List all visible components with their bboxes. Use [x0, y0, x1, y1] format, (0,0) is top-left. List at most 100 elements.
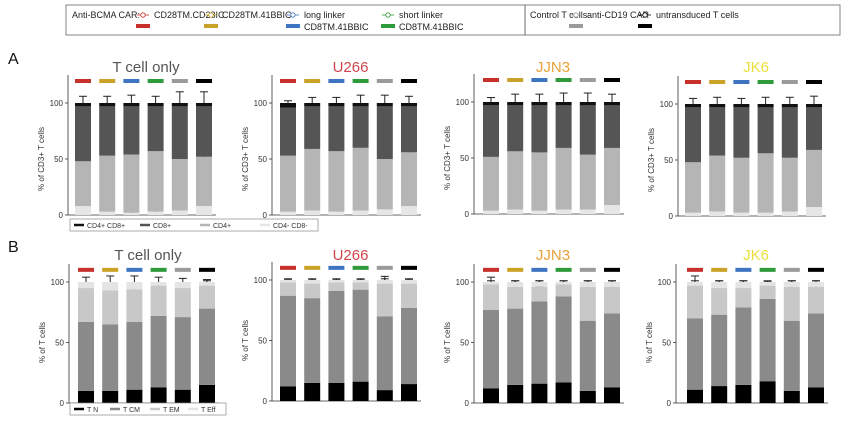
subset-legend-box: [69, 402, 227, 416]
bar-segment-cd8-: [604, 105, 620, 148]
bar-group: [196, 79, 212, 215]
y-tick-label: 50: [662, 339, 671, 348]
bar-segment-t-n: [280, 386, 296, 401]
subset-legend-box: [69, 218, 319, 232]
bar-segment-t-n: [687, 389, 703, 403]
bar-group: [531, 267, 548, 403]
bar-group: [171, 79, 188, 215]
bar-segment-cd4-cd8-: [733, 212, 750, 216]
legend-marker-circle: [573, 12, 579, 18]
bar-segment-cd8-: [171, 106, 188, 159]
group-color-marker: [328, 265, 345, 270]
bar-segment-cd8-: [123, 106, 140, 155]
bar-segment-cd4-cd8-: [507, 209, 524, 214]
group-color-marker: [531, 267, 548, 272]
bar-segment-t-eff: [102, 282, 119, 291]
bar-segment-t-cm: [507, 308, 524, 385]
bar-segment-t-em: [376, 283, 393, 317]
chart-title: JJN3: [536, 59, 570, 76]
bar-segment-t-em: [735, 288, 752, 308]
group-color-marker: [102, 267, 119, 272]
bar-group: [304, 79, 321, 215]
y-tick-label: 100: [456, 278, 470, 287]
bar-group: [483, 78, 499, 214]
group-color-marker: [735, 267, 752, 272]
subset-legend-label: CD8+: [153, 223, 171, 230]
bar-segment-cd4-: [99, 155, 116, 212]
bar-segment-cd4-cd8-: [579, 102, 596, 106]
bar-segment-cd4-: [147, 151, 164, 212]
chart-title: JK6: [743, 247, 769, 264]
y-tick-label: 100: [51, 278, 65, 287]
bar-segment-t-eff: [507, 282, 524, 287]
subset-legend-a: CD4+ CD8+ CD8+ CD4+ CD4- CD8-: [69, 218, 319, 232]
bar-group: [579, 267, 596, 403]
y-tick-label: 0: [669, 212, 674, 221]
group-color-marker: [401, 79, 417, 83]
bar-segment-cd4-cd8-: [328, 211, 345, 215]
legend-item: short linker CD8TM.41BBIC: [381, 10, 464, 32]
y-axis-label: % of CD3+ T cells: [647, 128, 656, 192]
y-axis-label: % of T cells: [241, 320, 250, 361]
bar-group: [709, 80, 726, 216]
subset-legend-label: CD4+: [213, 223, 231, 230]
bar-segment-cd4-cd8-: [806, 207, 822, 216]
subset-legend-label: T Eff: [201, 407, 216, 414]
bar-segment-t-eff: [711, 282, 728, 289]
bar-segment-cd8-: [75, 106, 91, 162]
bar-segment-cd4-cd8-: [483, 210, 499, 214]
bar-segment-cd4-cd8-: [685, 104, 701, 108]
bar-segment-t-em: [579, 286, 596, 321]
legend-item: anti-CD19 CAR: [569, 10, 650, 28]
bar-segment-t-em: [759, 285, 776, 299]
bar-segment-cd4-cd8-: [171, 210, 188, 215]
bar-segment-cd4-cd8-: [280, 211, 296, 215]
bar-segment-cd4-: [352, 147, 369, 211]
y-axis-label: % of CD3+ T cells: [443, 126, 452, 190]
bar-segment-t-eff: [808, 282, 824, 287]
bar-segment-cd8-: [733, 107, 750, 158]
bar-segment-t-cm: [328, 290, 345, 383]
bar-group: [401, 79, 417, 215]
bar-segment-cd4-cd8-: [376, 103, 393, 107]
bar-segment-cd8-: [531, 105, 548, 153]
bar-segment-cd8-: [280, 107, 296, 156]
chart-title: T cell only: [114, 247, 182, 264]
bar-group: [126, 267, 143, 403]
subset-legend-b: T N T CM T EM T Eff: [69, 402, 227, 416]
y-tick-label: 50: [258, 337, 267, 346]
chart-a-jk6: JK6 0 50 100 % of CD3+ T cells: [647, 59, 826, 221]
bar-segment-cd4-cd8-: [401, 103, 417, 107]
group-color-marker: [126, 267, 143, 272]
bar-segment-t-cm: [711, 314, 728, 387]
bar-segment-cd8-: [757, 107, 774, 154]
bar-segment-t-em: [328, 282, 345, 291]
bar-segment-cd4-cd8-: [555, 102, 572, 106]
bar-group: [757, 80, 774, 216]
bar-segment-t-cm: [174, 317, 191, 390]
subset-legend-label: T N: [87, 407, 98, 414]
bar-segment-t-cm: [579, 320, 596, 391]
bar-segment-t-eff: [150, 282, 167, 286]
bar-segment-t-eff: [174, 282, 191, 289]
bar-segment-cd4-cd8-: [123, 103, 140, 107]
bar-segment-t-em: [483, 284, 499, 310]
bar-segment-cd4-: [328, 151, 345, 212]
bar-segment-t-n: [78, 390, 94, 403]
bar-segment-t-n: [376, 390, 393, 401]
bar-group: [376, 265, 393, 401]
bar-group: [808, 267, 824, 403]
y-tick-label: 50: [258, 155, 267, 164]
legend-marker-circle: [642, 12, 648, 18]
bar-segment-cd4-cd8-: [781, 104, 798, 108]
panel-label-b: B: [8, 239, 19, 256]
chart-a-jjn3: JJN3 0 50 100 % of CD3+ T cells: [443, 59, 624, 219]
bar-segment-cd8-: [579, 105, 596, 155]
legend-item: CD28TM.CD28IC: [136, 10, 225, 28]
chart-title: U266: [333, 247, 369, 264]
bar-segment-t-em: [555, 284, 572, 297]
bar-segment-t-eff: [401, 280, 417, 284]
bar-segment-cd4-: [806, 149, 822, 208]
legend-label: anti-CD19 CAR: [587, 10, 650, 20]
bar-segment-t-cm: [808, 313, 824, 388]
